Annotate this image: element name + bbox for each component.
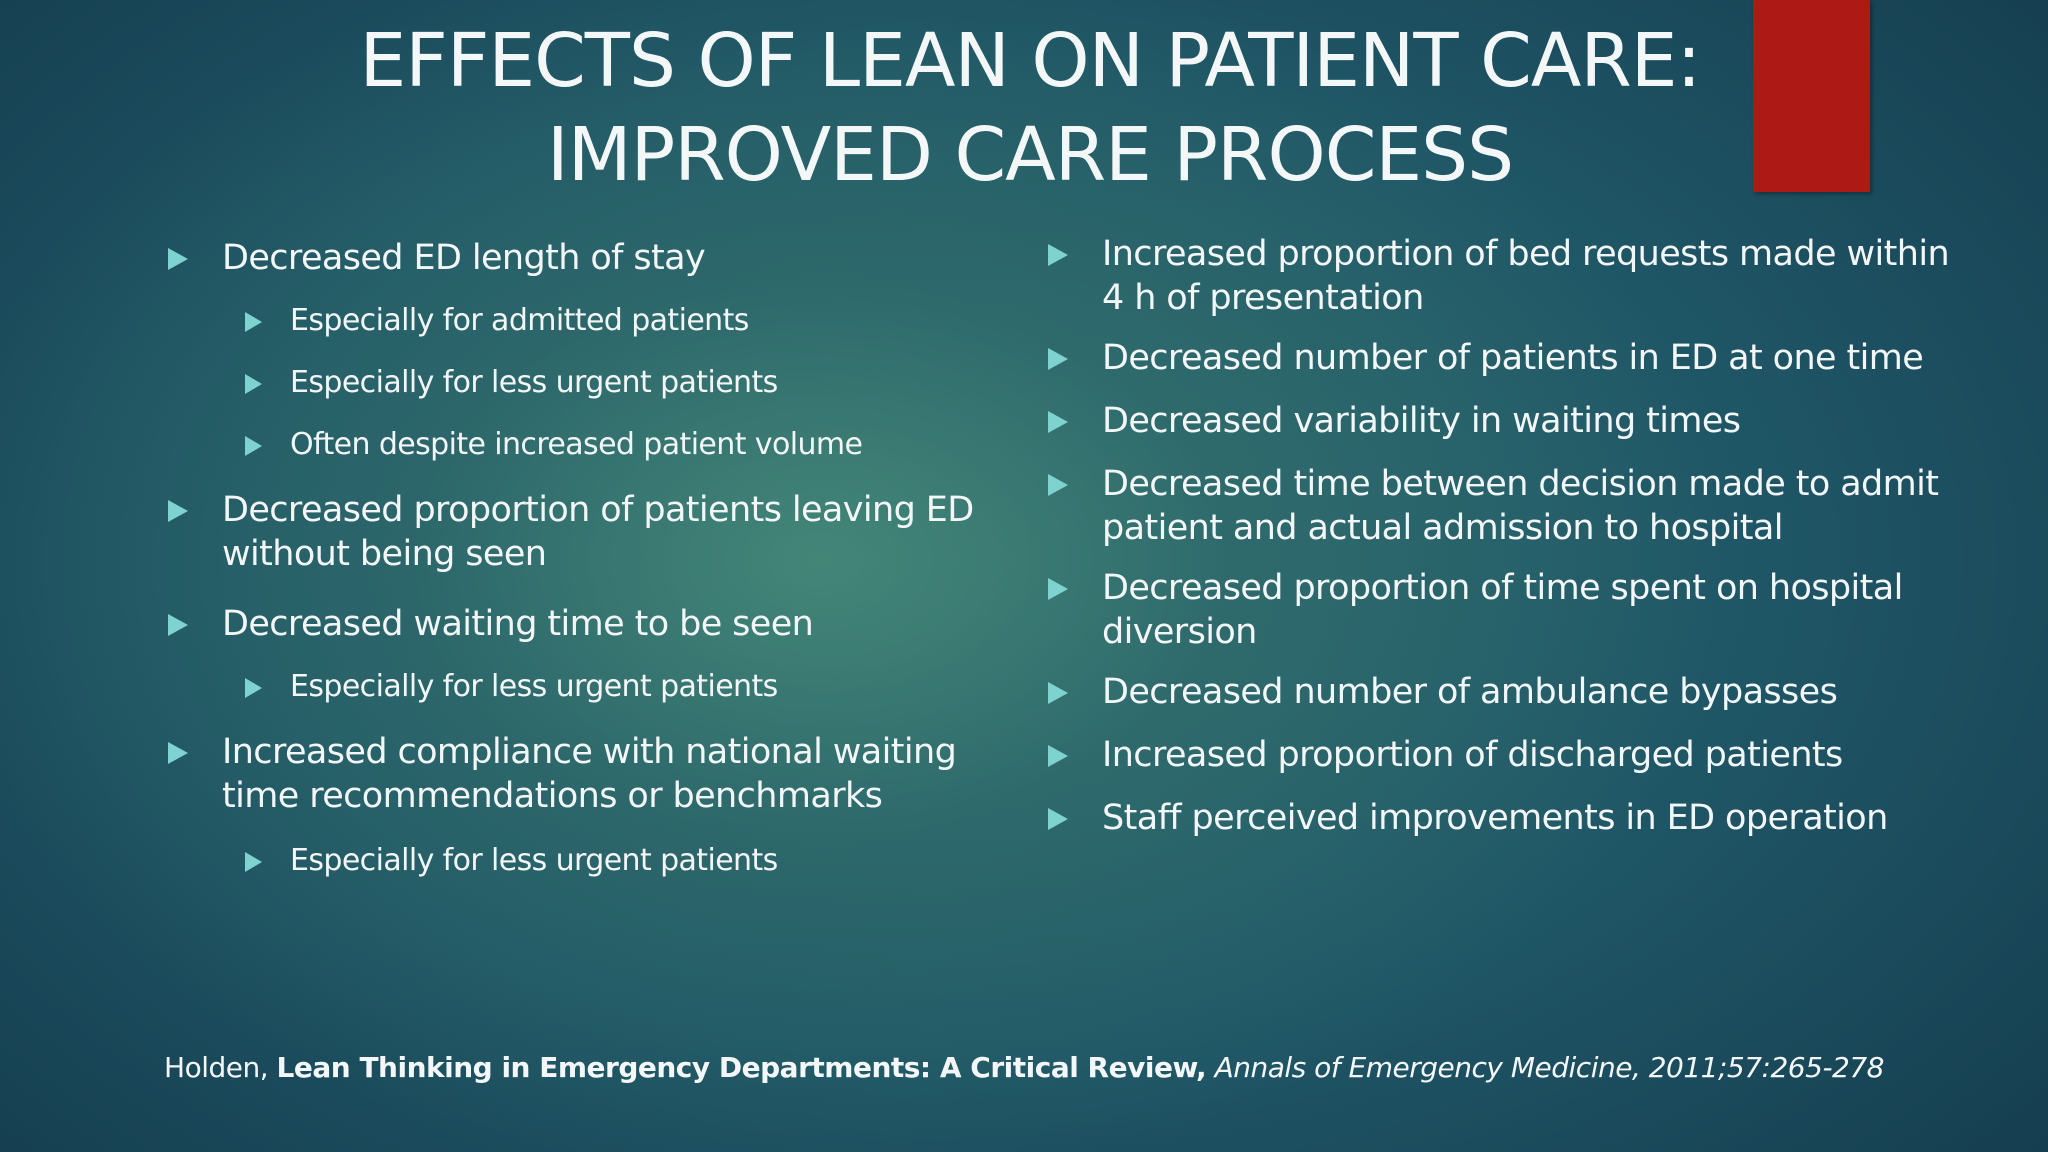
list-item-text: Increased proportion of discharged patie… xyxy=(1102,735,1843,775)
list-item-text: Especially for less urgent patients xyxy=(290,669,778,704)
list-item: Especially for admitted patients xyxy=(160,302,1020,364)
list-item-text: Decreased proportion of time spent on ho… xyxy=(1102,568,1903,652)
triangle-right-icon xyxy=(245,312,262,332)
list-item: Decreased proportion of patients leaving… xyxy=(160,488,1020,602)
list-item-text: Especially for admitted patients xyxy=(290,303,749,338)
list-item: Often despite increased patient volume xyxy=(160,426,1020,488)
list-item: Especially for less urgent patients xyxy=(160,668,1020,730)
list-item: Increased compliance with national waiti… xyxy=(160,730,1020,842)
list-item: Decreased number of ambulance bypasses xyxy=(1040,670,1980,733)
triangle-right-icon xyxy=(1048,745,1068,767)
triangle-right-icon xyxy=(168,614,188,636)
list-item-text: Especially for less urgent patients xyxy=(290,843,778,878)
triangle-right-icon xyxy=(1048,244,1068,266)
citation-journal: Annals of Emergency Medicine, 2011;57:26… xyxy=(1214,1051,1885,1084)
citation-author: Holden, xyxy=(164,1051,269,1084)
list-item-text: Increased proportion of bed requests mad… xyxy=(1102,234,1950,318)
list-item: Decreased number of patients in ED at on… xyxy=(1040,336,1980,399)
title-line-1: EFFECTS OF LEAN ON PATIENT CARE: xyxy=(359,18,1702,104)
list-item: Decreased proportion of time spent on ho… xyxy=(1040,566,1980,670)
triangle-right-icon xyxy=(1048,348,1068,370)
list-item: Especially for less urgent patients xyxy=(160,842,1020,892)
list-item-text: Especially for less urgent patients xyxy=(290,365,778,400)
triangle-right-icon xyxy=(1048,808,1068,830)
list-item-text: Decreased waiting time to be seen xyxy=(222,604,814,644)
list-item-text: Decreased variability in waiting times xyxy=(1102,401,1741,441)
right-bullet-list: Increased proportion of bed requests mad… xyxy=(1040,232,1980,846)
triangle-right-icon xyxy=(168,248,188,270)
list-item: Increased proportion of discharged patie… xyxy=(1040,733,1980,796)
list-item-text: Decreased ED length of stay xyxy=(222,238,706,278)
triangle-right-icon xyxy=(245,852,262,872)
list-item-text: Decreased number of patients in ED at on… xyxy=(1102,338,1924,378)
list-item: Staff perceived improvements in ED opera… xyxy=(1040,796,1980,846)
list-item: Decreased variability in waiting times xyxy=(1040,399,1980,462)
triangle-right-icon xyxy=(1048,578,1068,600)
list-item-text: Decreased proportion of patients leaving… xyxy=(222,490,974,574)
triangle-right-icon xyxy=(168,500,188,522)
title-line-2: IMPROVED CARE PROCESS xyxy=(546,112,1514,198)
triangle-right-icon xyxy=(245,678,262,698)
triangle-right-icon xyxy=(245,374,262,394)
list-item-text: Increased compliance with national waiti… xyxy=(222,732,957,816)
list-item-text: Decreased number of ambulance bypasses xyxy=(1102,672,1838,712)
list-item: Decreased waiting time to be seen xyxy=(160,602,1020,668)
list-item-text: Decreased time between decision made to … xyxy=(1102,464,1939,548)
list-item-text: Staff perceived improvements in ED opera… xyxy=(1102,798,1888,838)
citation-title: Lean Thinking in Emergency Departments: … xyxy=(276,1051,1207,1084)
list-item-text: Often despite increased patient volume xyxy=(290,427,863,462)
triangle-right-icon xyxy=(168,742,188,764)
triangle-right-icon xyxy=(1048,411,1068,433)
left-bullet-list: Decreased ED length of stay Especially f… xyxy=(160,236,1020,892)
citation: Holden, Lean Thinking in Emergency Depar… xyxy=(0,1051,2048,1084)
list-item: Decreased time between decision made to … xyxy=(1040,462,1980,566)
list-item: Decreased ED length of stay xyxy=(160,236,1020,302)
triangle-right-icon xyxy=(245,436,262,456)
accent-bar xyxy=(1753,0,1870,192)
triangle-right-icon xyxy=(1048,474,1068,496)
list-item: Especially for less urgent patients xyxy=(160,364,1020,426)
list-item: Increased proportion of bed requests mad… xyxy=(1040,232,1980,336)
triangle-right-icon xyxy=(1048,682,1068,704)
slide-title: EFFECTS OF LEAN ON PATIENT CARE: IMPROVE… xyxy=(260,14,1800,202)
